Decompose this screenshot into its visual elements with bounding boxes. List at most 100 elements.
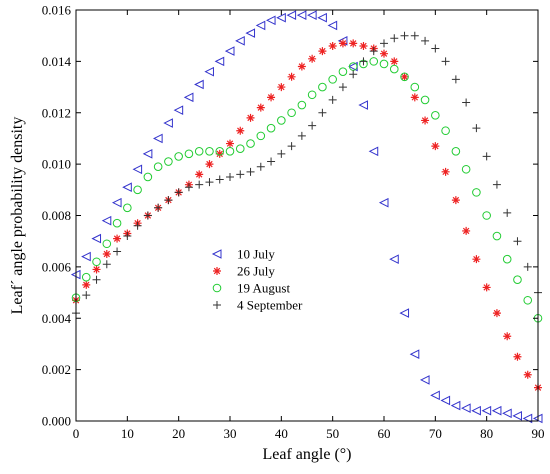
- data-point-4-september: [482, 152, 491, 161]
- data-point-4-september: [328, 95, 337, 104]
- data-point-10-july: [245, 28, 256, 38]
- data-point-4-september: [277, 149, 286, 158]
- y-tick-label: 0.016: [42, 3, 72, 18]
- data-point-19-august: [256, 131, 266, 141]
- data-point-26-july: [390, 57, 399, 66]
- data-point-26-july: [102, 250, 111, 259]
- data-point-19-august: [318, 82, 327, 92]
- data-point-19-august: [461, 164, 471, 174]
- data-point-26-july: [256, 103, 265, 112]
- data-point-4-september: [308, 121, 317, 130]
- data-point-4-september: [441, 57, 450, 66]
- data-point-4-september: [184, 183, 193, 192]
- data-point-10-july: [378, 197, 389, 208]
- x-tick-label: 0: [73, 426, 80, 441]
- data-point-26-july: [451, 196, 460, 205]
- y-tick-label: 0.006: [42, 259, 72, 274]
- data-point-10-july: [111, 197, 122, 208]
- data-point-4-september: [431, 44, 440, 53]
- data-point-19-august: [92, 257, 101, 267]
- legend: 10 July 26 July 19 August 4 September: [211, 247, 303, 313]
- data-point-4-september: [400, 31, 409, 40]
- data-point-4-september: [215, 175, 224, 184]
- data-point-19-august: [328, 75, 337, 84]
- data-point-26-july: [523, 370, 532, 379]
- data-point-19-august: [472, 188, 481, 197]
- data-point-4-september: [123, 232, 132, 241]
- data-point-19-august: [492, 231, 502, 241]
- data-point-10-july: [132, 164, 143, 175]
- series-4-september: [72, 31, 542, 318]
- data-point-26-july: [215, 149, 224, 158]
- data-point-10-july: [101, 215, 112, 226]
- data-point-26-july: [410, 93, 419, 102]
- data-point-26-july: [277, 83, 286, 92]
- series-10-july: [70, 10, 543, 424]
- data-point-19-august: [420, 95, 430, 105]
- data-point-26-july: [236, 126, 245, 135]
- data-point-4-september: [492, 180, 501, 189]
- data-point-19-august: [338, 67, 348, 76]
- x-tick-label: 20: [172, 426, 185, 441]
- y-tick-label: 0.014: [42, 54, 72, 69]
- data-point-26-july: [328, 41, 337, 50]
- data-point-4-september: [359, 57, 368, 66]
- data-point-19-august: [153, 162, 163, 171]
- data-point-10-july: [502, 408, 512, 419]
- data-point-10-july: [450, 400, 461, 411]
- data-point-19-august: [379, 59, 389, 69]
- data-point-4-september: [195, 180, 204, 189]
- data-point-10-july: [389, 254, 399, 264]
- data-point-19-august: [205, 146, 214, 156]
- data-point-4-september: [256, 162, 265, 171]
- data-point-19-august: [513, 275, 522, 285]
- data-point-26-july: [421, 116, 430, 125]
- data-point-4-september: [287, 142, 296, 151]
- data-point-19-august: [143, 172, 153, 182]
- data-point-4-september: [164, 196, 173, 205]
- x-tick-label: 30: [224, 426, 237, 441]
- data-point-10-july: [163, 118, 173, 128]
- data-point-19-august: [307, 90, 317, 100]
- data-point-26-july: [400, 72, 409, 81]
- data-point-10-july: [419, 375, 430, 385]
- data-point-19-august: [431, 111, 440, 120]
- data-point-4-september: [82, 291, 91, 300]
- data-point-10-july: [214, 56, 225, 67]
- y-tick-label: 0.010: [42, 157, 71, 172]
- data-point-4-september: [102, 260, 111, 269]
- data-point-10-july: [512, 411, 522, 421]
- data-point-10-july: [409, 349, 420, 360]
- data-point-10-july: [194, 79, 204, 90]
- data-point-19-august: [102, 239, 112, 249]
- data-point-10-july: [81, 251, 91, 262]
- data-point-19-august: [277, 116, 286, 125]
- data-point-26-july: [226, 139, 234, 148]
- data-point-26-july: [472, 255, 481, 264]
- ticks-layer: 0 10 20 30 40 50 60 70 80 90 0.000 0.002 0.004 0.006 0…: [42, 3, 545, 442]
- x-tick-label: 10: [121, 426, 134, 441]
- data-point-19-august: [164, 157, 173, 166]
- data-point-19-august: [369, 57, 379, 66]
- data-point-19-august: [297, 100, 307, 110]
- data-point-10-july: [204, 66, 214, 77]
- data-point-10-july: [296, 10, 307, 20]
- data-point-26-july: [267, 93, 276, 102]
- data-point-19-august: [523, 295, 533, 305]
- data-point-26-july: [359, 41, 368, 50]
- data-point-10-july: [491, 405, 502, 416]
- data-point-4-september: [513, 237, 522, 246]
- data-point-4-september: [297, 131, 306, 140]
- data-point-26-july: [441, 167, 450, 176]
- legend-marker-10-july: [211, 249, 222, 259]
- series-19-august: [71, 57, 543, 323]
- data-point-10-july: [276, 12, 286, 23]
- data-point-10-july: [122, 182, 132, 193]
- data-point-26-july: [92, 265, 101, 274]
- data-point-10-july: [235, 36, 245, 46]
- data-point-19-august: [389, 64, 399, 74]
- data-point-19-august: [441, 126, 450, 136]
- data-point-10-july: [358, 100, 368, 110]
- legend-label-10-july: 10 July: [237, 247, 275, 262]
